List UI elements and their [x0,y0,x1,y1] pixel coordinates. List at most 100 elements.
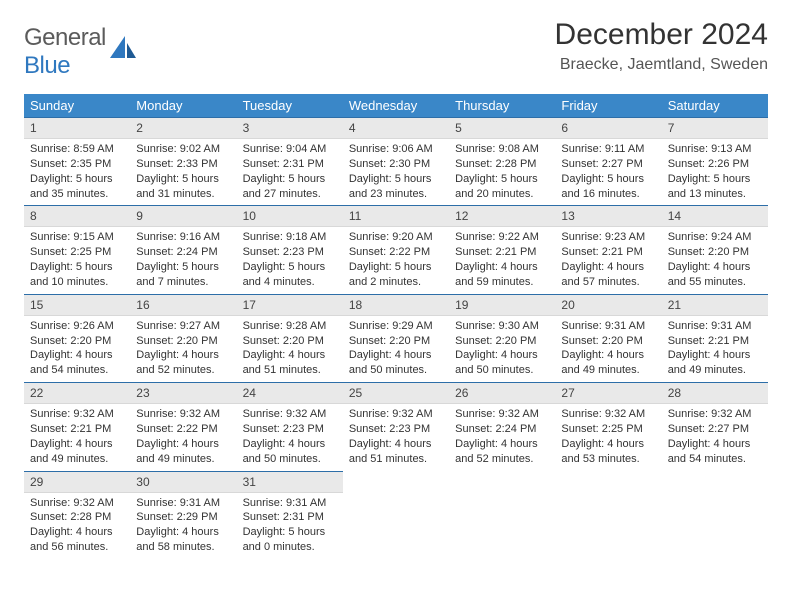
daylight-line: Daylight: 5 hours and 10 minutes. [30,260,124,290]
calendar-cell: 4Sunrise: 9:06 AMSunset: 2:30 PMDaylight… [343,117,449,205]
calendar-cell: 24Sunrise: 9:32 AMSunset: 2:23 PMDayligh… [237,382,343,470]
sunrise-line: Sunrise: 9:28 AM [243,319,337,334]
daylight-line: Daylight: 5 hours and 20 minutes. [455,172,549,202]
daylight-line: Daylight: 4 hours and 54 minutes. [668,437,762,467]
calendar-cell: 10Sunrise: 9:18 AMSunset: 2:23 PMDayligh… [237,205,343,293]
weekday-row: SundayMondayTuesdayWednesdayThursdayFrid… [24,94,768,117]
calendar-cell: 21Sunrise: 9:31 AMSunset: 2:21 PMDayligh… [662,294,768,382]
sunset-line: Sunset: 2:20 PM [243,334,337,349]
sunset-line: Sunset: 2:22 PM [349,245,443,260]
day-number: 21 [662,294,768,316]
daylight-line: Daylight: 4 hours and 56 minutes. [30,525,124,555]
sunrise-line: Sunrise: 9:31 AM [136,496,230,511]
daylight-line: Daylight: 5 hours and 7 minutes. [136,260,230,290]
day-number: 25 [343,382,449,404]
logo-sail-icon [110,36,136,58]
daylight-line: Daylight: 4 hours and 50 minutes. [243,437,337,467]
sunset-line: Sunset: 2:21 PM [455,245,549,260]
day-number: 3 [237,117,343,139]
sunset-line: Sunset: 2:20 PM [136,334,230,349]
daylight-line: Daylight: 5 hours and 0 minutes. [243,525,337,555]
calendar-cell: 3Sunrise: 9:04 AMSunset: 2:31 PMDaylight… [237,117,343,205]
calendar-cell: 31Sunrise: 9:31 AMSunset: 2:31 PMDayligh… [237,471,343,559]
daylight-line: Daylight: 4 hours and 59 minutes. [455,260,549,290]
day-number: 22 [24,382,130,404]
sunrise-line: Sunrise: 8:59 AM [30,142,124,157]
calendar-row: 8Sunrise: 9:15 AMSunset: 2:25 PMDaylight… [24,205,768,293]
calendar-cell: 11Sunrise: 9:20 AMSunset: 2:22 PMDayligh… [343,205,449,293]
calendar-cell [343,471,449,559]
daylight-line: Daylight: 4 hours and 58 minutes. [136,525,230,555]
calendar-cell: 26Sunrise: 9:32 AMSunset: 2:24 PMDayligh… [449,382,555,470]
calendar-row: 22Sunrise: 9:32 AMSunset: 2:21 PMDayligh… [24,382,768,470]
sunset-line: Sunset: 2:23 PM [243,422,337,437]
day-details: Sunrise: 9:29 AMSunset: 2:20 PMDaylight:… [343,316,449,382]
weekday-header: Tuesday [237,94,343,117]
sunrise-line: Sunrise: 9:27 AM [136,319,230,334]
sunset-line: Sunset: 2:31 PM [243,157,337,172]
sunset-line: Sunset: 2:27 PM [668,422,762,437]
day-details: Sunrise: 9:23 AMSunset: 2:21 PMDaylight:… [555,227,661,293]
day-number: 30 [130,471,236,493]
calendar-cell: 14Sunrise: 9:24 AMSunset: 2:20 PMDayligh… [662,205,768,293]
daylight-line: Daylight: 4 hours and 51 minutes. [243,348,337,378]
location-subtitle: Braecke, Jaemtland, Sweden [555,56,768,74]
daylight-line: Daylight: 5 hours and 23 minutes. [349,172,443,202]
calendar-cell: 30 Sunrise: 9:31 AMSunset: 2:29 PMDayligh… [130,471,236,559]
calendar-cell [555,471,661,559]
daylight-line: Daylight: 4 hours and 49 minutes. [561,348,655,378]
day-number: 28 [662,382,768,404]
sunrise-line: Sunrise: 9:18 AM [243,230,337,245]
day-details: Sunrise: 9:32 AMSunset: 2:22 PMDaylight:… [130,404,236,470]
calendar-cell: 2Sunrise: 9:02 AMSunset: 2:33 PMDaylight… [130,117,236,205]
day-details: Sunrise: 9:08 AMSunset: 2:28 PMDaylight:… [449,139,555,205]
day-details: Sunrise: 9:32 AMSunset: 2:27 PMDaylight:… [662,404,768,470]
daylight-line: Daylight: 5 hours and 4 minutes. [243,260,337,290]
weekday-header: Wednesday [343,94,449,117]
day-number: 4 [343,117,449,139]
sunset-line: Sunset: 2:29 PM [136,510,230,525]
daylight-line: Daylight: 5 hours and 31 minutes. [136,172,230,202]
day-details: Sunrise: 9:28 AMSunset: 2:20 PMDaylight:… [237,316,343,382]
calendar-cell: 25Sunrise: 9:32 AMSunset: 2:23 PMDayligh… [343,382,449,470]
day-details: Sunrise: 9:04 AMSunset: 2:31 PMDaylight:… [237,139,343,205]
daylight-line: Daylight: 5 hours and 2 minutes. [349,260,443,290]
sunset-line: Sunset: 2:27 PM [561,157,655,172]
page-header: General Blue December 2024 Braecke, Jaem… [24,18,768,80]
daylight-line: Daylight: 5 hours and 35 minutes. [30,172,124,202]
sunrise-line: Sunrise: 9:02 AM [136,142,230,157]
day-number: 18 [343,294,449,316]
sunrise-line: Sunrise: 9:08 AM [455,142,549,157]
day-details: Sunrise: 9:31 AMSunset: 2:31 PMDaylight:… [237,493,343,559]
sunrise-line: Sunrise: 9:32 AM [30,496,124,511]
day-details: Sunrise: 9:31 AMSunset: 2:20 PMDaylight:… [555,316,661,382]
sunset-line: Sunset: 2:22 PM [136,422,230,437]
day-number: 8 [24,205,130,227]
calendar-cell: 29Sunrise: 9:32 AMSunset: 2:28 PMDayligh… [24,471,130,559]
calendar-table: SundayMondayTuesdayWednesdayThursdayFrid… [24,94,768,559]
calendar-cell: 12Sunrise: 9:22 AMSunset: 2:21 PMDayligh… [449,205,555,293]
daylight-line: Daylight: 4 hours and 52 minutes. [136,348,230,378]
day-details: Sunrise: 9:32 AMSunset: 2:21 PMDaylight:… [24,404,130,470]
sunrise-line: Sunrise: 9:31 AM [668,319,762,334]
sunrise-line: Sunrise: 9:32 AM [136,407,230,422]
calendar-cell: 7Sunrise: 9:13 AMSunset: 2:26 PMDaylight… [662,117,768,205]
sunrise-line: Sunrise: 9:04 AM [243,142,337,157]
sunset-line: Sunset: 2:20 PM [668,245,762,260]
sunset-line: Sunset: 2:24 PM [455,422,549,437]
month-title: December 2024 [555,18,768,52]
sunrise-line: Sunrise: 9:11 AM [561,142,655,157]
day-number: 14 [662,205,768,227]
day-number: 31 [237,471,343,493]
day-number: 10 [237,205,343,227]
calendar-cell: 1Sunrise: 8:59 AMSunset: 2:35 PMDaylight… [24,117,130,205]
calendar-body: 1Sunrise: 8:59 AMSunset: 2:35 PMDaylight… [24,117,768,559]
calendar-cell [449,471,555,559]
calendar-cell: 6Sunrise: 9:11 AMSunset: 2:27 PMDaylight… [555,117,661,205]
sunrise-line: Sunrise: 9:32 AM [30,407,124,422]
day-details: Sunrise: 9:27 AMSunset: 2:20 PMDaylight:… [130,316,236,382]
day-details: Sunrise: 9:31 AMSunset: 2:21 PMDaylight:… [662,316,768,382]
sunrise-line: Sunrise: 9:23 AM [561,230,655,245]
sunrise-line: Sunrise: 9:32 AM [561,407,655,422]
daylight-line: Daylight: 4 hours and 49 minutes. [30,437,124,467]
